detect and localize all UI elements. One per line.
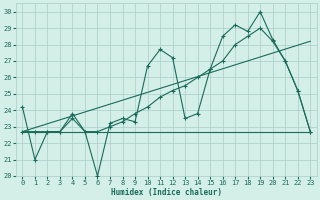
X-axis label: Humidex (Indice chaleur): Humidex (Indice chaleur) (111, 188, 222, 197)
